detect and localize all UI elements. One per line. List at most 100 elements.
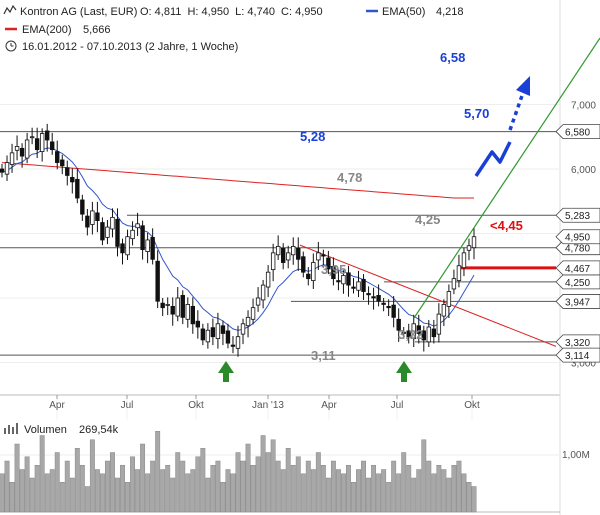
annotation-resistance-528: 5,28	[300, 129, 325, 144]
volume-bar	[456, 460, 462, 513]
candle	[376, 284, 381, 307]
price-tag: 6,580	[555, 124, 600, 139]
candle	[275, 235, 281, 260]
volume-bar	[185, 473, 191, 513]
candle	[426, 319, 432, 348]
ema200-line	[1, 162, 474, 199]
annotation-level-478: 4,78	[337, 170, 362, 185]
candle	[4, 155, 10, 181]
volume-bar	[14, 443, 20, 513]
candle	[441, 299, 447, 327]
volume-bar	[436, 465, 442, 513]
volume-bar	[275, 460, 281, 513]
candle	[60, 154, 65, 175]
volume-bar	[290, 465, 296, 513]
volume-label: Volumen	[24, 424, 67, 436]
price-tag: 3,114	[555, 347, 600, 363]
volume-bar	[140, 443, 146, 513]
volume-bar	[356, 469, 361, 513]
volume-bar	[160, 469, 166, 513]
volume-bar	[366, 477, 372, 513]
volume-bar	[39, 435, 45, 513]
candle	[215, 312, 221, 349]
candle	[245, 310, 251, 338]
candle	[270, 243, 276, 282]
volume-bar	[120, 465, 125, 513]
volume-value: 269,54k	[79, 424, 119, 436]
candle	[291, 237, 296, 265]
volume-bar	[195, 456, 201, 513]
svg-text:3,114: 3,114	[565, 351, 590, 362]
volume-bar	[396, 473, 402, 513]
candle	[336, 269, 341, 291]
candle	[155, 250, 160, 308]
candle	[451, 269, 457, 295]
svg-text:6,580: 6,580	[565, 128, 590, 139]
candle	[100, 217, 105, 246]
volume-bar	[180, 460, 186, 513]
candle	[401, 327, 406, 339]
ema50-value: 4,218	[436, 6, 464, 18]
annotation-target-570: 5,70	[464, 106, 489, 121]
annotation-level-425: 4,25	[415, 212, 440, 227]
candle	[140, 220, 145, 260]
candle	[220, 320, 226, 346]
volume-axis-label: 1,00M	[562, 450, 590, 461]
volume-bar	[315, 452, 321, 513]
candle	[9, 143, 15, 173]
candle	[65, 160, 70, 186]
volume-bar	[335, 469, 341, 513]
y-tick-label: 6,000	[571, 165, 596, 176]
candle	[80, 194, 85, 221]
downtrend-line	[299, 244, 557, 347]
annotation-level-332: 3,32	[398, 327, 423, 342]
candle	[90, 201, 95, 235]
volume-bar	[250, 465, 256, 513]
candle	[411, 314, 416, 348]
candle	[185, 297, 190, 328]
candle	[326, 250, 331, 275]
volume-bar	[295, 456, 301, 513]
candle	[14, 135, 20, 161]
ema200-value: 5,666	[83, 24, 111, 36]
volume-bar	[391, 460, 397, 513]
candle	[34, 127, 40, 159]
candle	[95, 201, 100, 233]
candle	[205, 323, 211, 349]
candle	[115, 208, 120, 257]
buy-signal-arrow-1	[218, 361, 234, 382]
volume-bar	[235, 452, 241, 513]
candle	[286, 245, 291, 269]
candle	[346, 265, 351, 297]
candle	[44, 123, 50, 152]
volume-bar	[170, 477, 176, 513]
projection-arrow	[474, 76, 530, 177]
candle	[235, 325, 241, 357]
volume-bar	[285, 448, 291, 513]
x-tick-label: Jan '13	[252, 400, 284, 411]
candle	[331, 257, 336, 286]
candle	[391, 296, 396, 328]
volume-bar	[150, 460, 156, 513]
svg-text:4,467: 4,467	[565, 264, 590, 275]
candle	[456, 254, 462, 288]
volume-bar	[265, 452, 271, 513]
candle	[170, 297, 175, 326]
candle	[436, 303, 442, 343]
volume-bar	[59, 482, 65, 513]
volume-bar	[215, 460, 221, 513]
volume-bar	[155, 431, 161, 513]
volume-bar	[110, 452, 115, 513]
candle	[110, 208, 115, 238]
candle	[280, 243, 286, 270]
volume-bar	[386, 482, 392, 513]
candle	[210, 318, 216, 346]
price-tag: 4,467	[555, 260, 600, 276]
candle	[145, 232, 150, 264]
volume-bar	[451, 465, 457, 513]
volume-bar	[406, 465, 412, 513]
candle	[190, 297, 196, 334]
volume-bar	[64, 460, 70, 513]
price-tag: 4,950	[555, 229, 600, 245]
